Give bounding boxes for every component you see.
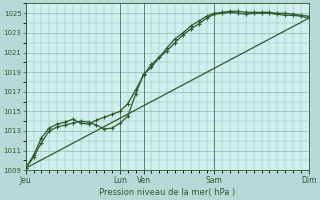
X-axis label: Pression niveau de la mer( hPa ): Pression niveau de la mer( hPa ) xyxy=(99,188,235,197)
